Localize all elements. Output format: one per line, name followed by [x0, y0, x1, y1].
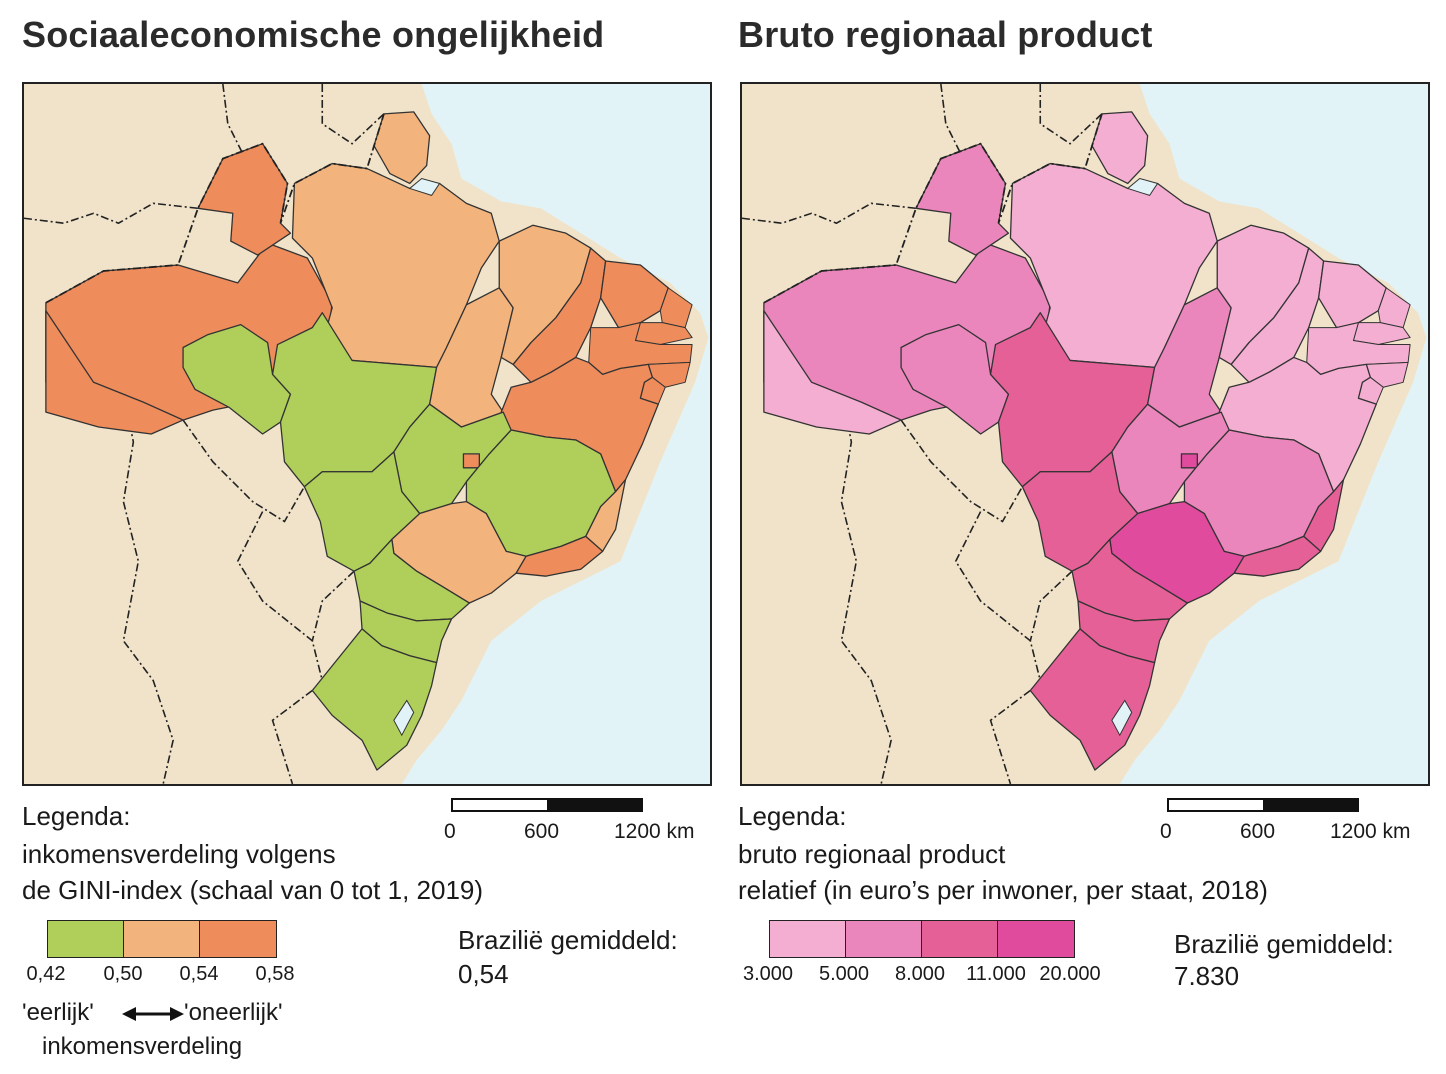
map-brp-svg — [742, 84, 1428, 784]
average-value-gini: 0,54 — [458, 959, 509, 989]
scale-label-0: 0 — [444, 820, 456, 843]
legend-tick: 0,58 — [255, 963, 295, 985]
swatch-gini-low — [48, 921, 124, 957]
state-ce — [599, 260, 669, 329]
international-border — [900, 419, 1024, 523]
scale-label-1200: 1200 km — [1330, 820, 1411, 843]
international-border — [1029, 570, 1073, 641]
map-brp — [740, 82, 1430, 786]
legend-tick: 20.000 — [1039, 963, 1101, 985]
swatch-brp-2 — [846, 921, 922, 957]
double-arrow-icon — [122, 1007, 184, 1021]
state-df — [462, 453, 480, 469]
international-border — [1039, 84, 1103, 145]
legend-tick: 5.000 — [818, 963, 870, 985]
legend-heading-brp: Legenda: — [738, 801, 847, 831]
legend-swatches-gini — [47, 920, 277, 958]
amazon-delta — [1126, 177, 1159, 196]
swatch-brp-1 — [770, 921, 846, 957]
scale-bar-brp — [1167, 798, 1359, 812]
state-ce — [1317, 260, 1387, 329]
state-rj — [515, 535, 604, 577]
legend-tick: 3.000 — [742, 963, 794, 985]
international-border — [989, 689, 1031, 784]
international-border — [840, 392, 892, 784]
scale-label-1200: 1200 km — [614, 820, 695, 843]
swatch-brp-4 — [998, 921, 1074, 957]
scale-label-0: 0 — [1160, 820, 1172, 843]
average-value-brp: 7.830 — [1174, 961, 1240, 991]
average-label-gini: Brazilië gemiddeld: — [458, 925, 678, 955]
international-border — [182, 419, 306, 523]
state-ac — [45, 310, 184, 435]
state-pa — [291, 162, 500, 369]
international-border — [742, 202, 917, 225]
scale-label-600: 600 — [524, 820, 560, 843]
state-ap — [373, 111, 431, 185]
state-pr — [353, 538, 471, 622]
international-border — [122, 392, 174, 784]
legend-text-brp-2: relatief (in euro’s per inwoner, per sta… — [738, 875, 1268, 905]
international-border — [24, 202, 199, 225]
international-border — [271, 689, 313, 784]
state-rj — [1233, 535, 1322, 577]
map-gini-svg — [24, 84, 710, 784]
ocean-area — [1119, 332, 1428, 784]
legend-heading-gini: Legenda: — [22, 801, 131, 831]
state-pa — [1009, 162, 1218, 369]
scale-bar-gini — [451, 798, 643, 812]
lagoon — [393, 699, 415, 737]
scale-label-600: 600 — [1240, 820, 1276, 843]
unfair-label: 'oneerlijk' — [184, 999, 283, 1026]
brazil-border — [763, 113, 1103, 304]
legend-tick: 0,42 — [26, 963, 66, 985]
swatch-brp-3 — [922, 921, 998, 957]
state-ap — [1091, 111, 1149, 185]
fair-label: 'eerlijk' — [22, 999, 94, 1026]
legend-swatches-brp — [769, 920, 1075, 958]
state-rs — [1029, 628, 1156, 771]
average-label-brp: Brazilië gemiddeld: — [1174, 929, 1394, 959]
international-border — [321, 84, 385, 145]
legend-tick: 0,50 — [103, 963, 143, 985]
state-df — [1180, 453, 1198, 469]
legend-text-gini-1: inkomensverdeling volgens — [22, 839, 336, 869]
map-title-brp: Bruto regionaal product — [738, 14, 1153, 55]
map-title-gini: Sociaaleconomische ongelijkheid — [22, 14, 605, 55]
amazon-delta — [408, 177, 441, 196]
international-border — [311, 570, 355, 641]
state-rs — [311, 628, 438, 771]
legend-tick: 11.000 — [966, 963, 1026, 985]
state-ac — [763, 310, 902, 435]
swatch-gini-mid — [124, 921, 200, 957]
brazil-border — [45, 113, 385, 304]
legend-text-brp-1: bruto regionaal product — [738, 839, 1006, 869]
ocean-area — [401, 332, 710, 784]
income-distribution-label: inkomensverdeling — [42, 1033, 243, 1060]
legend-tick: 8.000 — [894, 963, 946, 985]
map-gini — [22, 82, 712, 786]
swatch-gini-high — [200, 921, 276, 957]
state-pr — [1071, 538, 1189, 622]
legend-text-gini-2: de GINI-index (schaal van 0 tot 1, 2019) — [22, 875, 484, 905]
legend-tick: 0,54 — [179, 963, 219, 985]
lagoon — [1111, 699, 1133, 737]
